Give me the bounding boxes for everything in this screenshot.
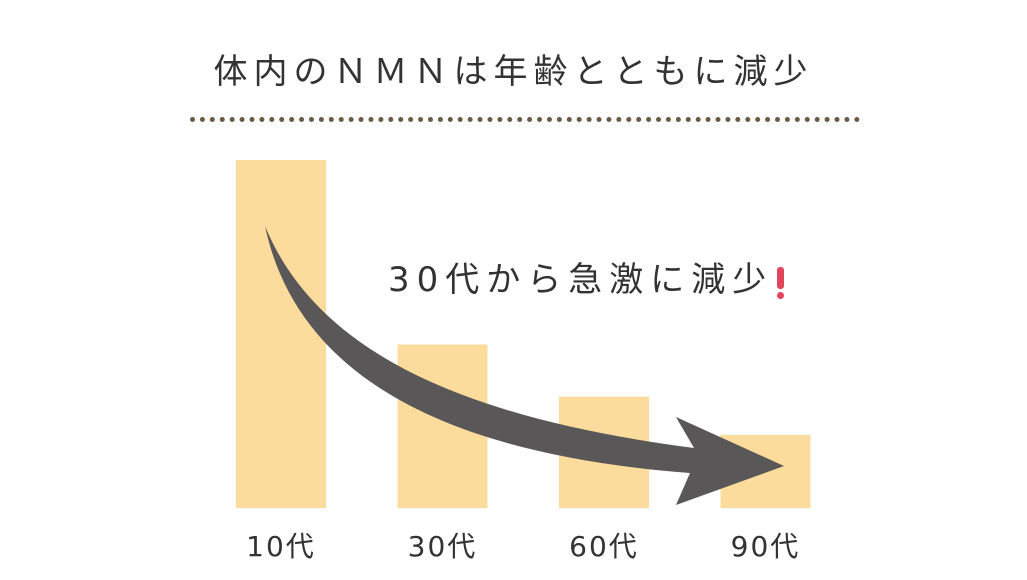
- annotation-text: 30代から急激に減少: [388, 260, 774, 300]
- category-label-2: 30代: [408, 530, 478, 563]
- category-label-3: 60代: [569, 530, 639, 563]
- category-label-1: 10代: [246, 530, 316, 563]
- dotted-divider: [190, 117, 860, 122]
- trend-arrow-icon: [265, 226, 784, 505]
- bar-1: [236, 160, 326, 508]
- chart-title: 体内のＮＭＮは年齢とともに減少: [213, 52, 814, 92]
- category-labels-group: 10代 30代 60代 90代: [246, 530, 801, 563]
- annotation: 30代から急激に減少: [388, 252, 785, 301]
- exclamation-icon: [775, 265, 785, 299]
- category-label-4: 90代: [731, 530, 801, 563]
